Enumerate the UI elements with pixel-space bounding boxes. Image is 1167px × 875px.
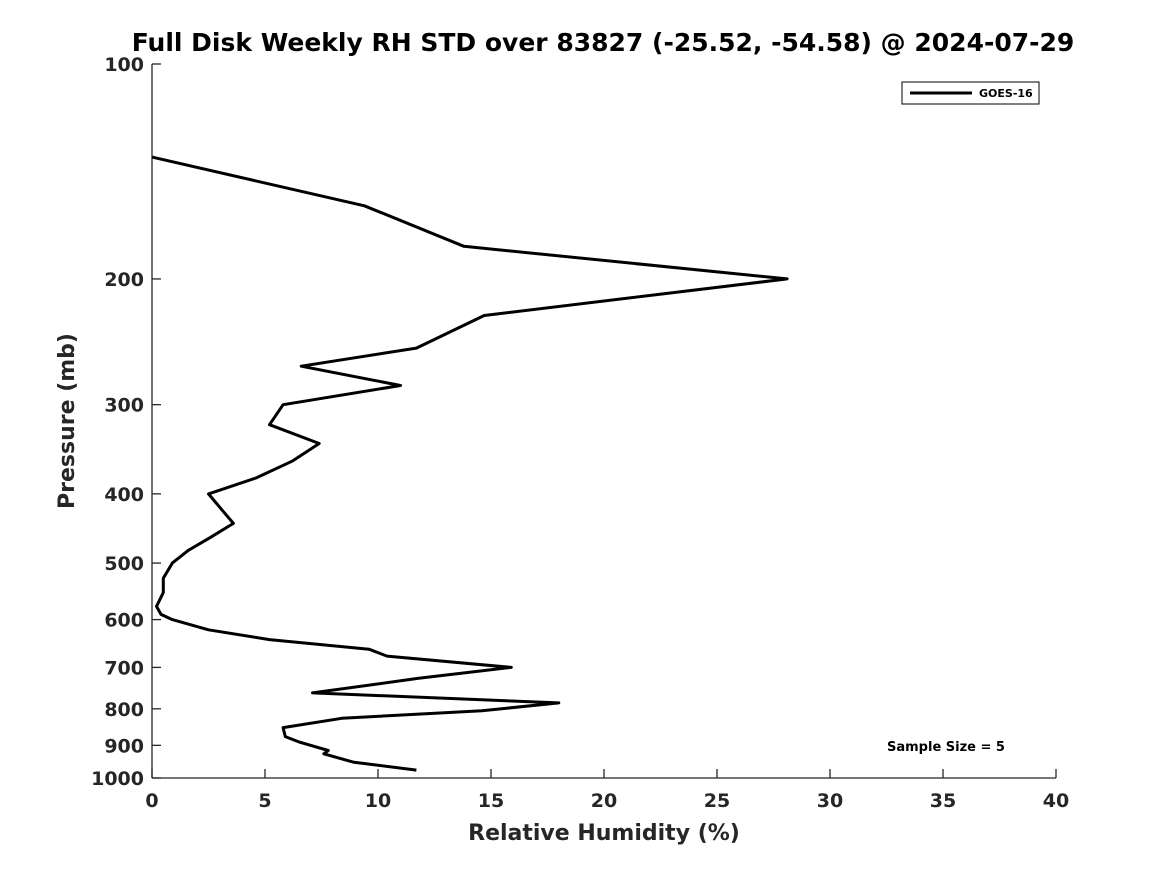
x-tick-label: 35 <box>930 790 956 812</box>
legend-entry-goes-16: GOES-16 <box>979 87 1033 100</box>
x-tick-label: 10 <box>365 790 391 812</box>
y-tick-label: 500 <box>104 553 144 575</box>
sample-size-annotation: Sample Size = 5 <box>887 740 1005 755</box>
y-tick-label: 700 <box>104 657 144 679</box>
y-tick-label: 600 <box>104 610 144 632</box>
x-tick-label: 20 <box>591 790 617 812</box>
legend: GOES-16 <box>901 81 1040 105</box>
x-tick-label: 25 <box>704 790 730 812</box>
series-group <box>151 155 789 772</box>
y-axis-label: Pressure (mb) <box>55 333 80 509</box>
x-tick-label: 30 <box>817 790 843 812</box>
y-tick-label: 300 <box>104 395 144 417</box>
x-tick-label: 40 <box>1043 790 1069 812</box>
y-tick-label: 800 <box>104 699 144 721</box>
y-tick-label: 100 <box>104 54 144 76</box>
x-axis-ticks: 0 5 10 15 20 25 30 35 40 <box>145 769 1069 812</box>
y-tick-label: 400 <box>104 484 144 506</box>
x-tick-label: 15 <box>478 790 504 812</box>
y-axis-ticks: 100 200 300 400 500 600 700 800 900 1000 <box>91 54 161 790</box>
x-tick-label: 5 <box>258 790 271 812</box>
y-tick-label: 1000 <box>91 768 144 790</box>
x-tick-label: 0 <box>145 790 158 812</box>
x-axis-label: Relative Humidity (%) <box>468 821 740 846</box>
series-line-goes-16 <box>151 155 789 772</box>
y-tick-label: 200 <box>104 269 144 291</box>
y-tick-label: 900 <box>104 735 144 757</box>
plot-area <box>152 64 1056 778</box>
chart-title: Full Disk Weekly RH STD over 83827 (-25.… <box>132 28 1075 57</box>
